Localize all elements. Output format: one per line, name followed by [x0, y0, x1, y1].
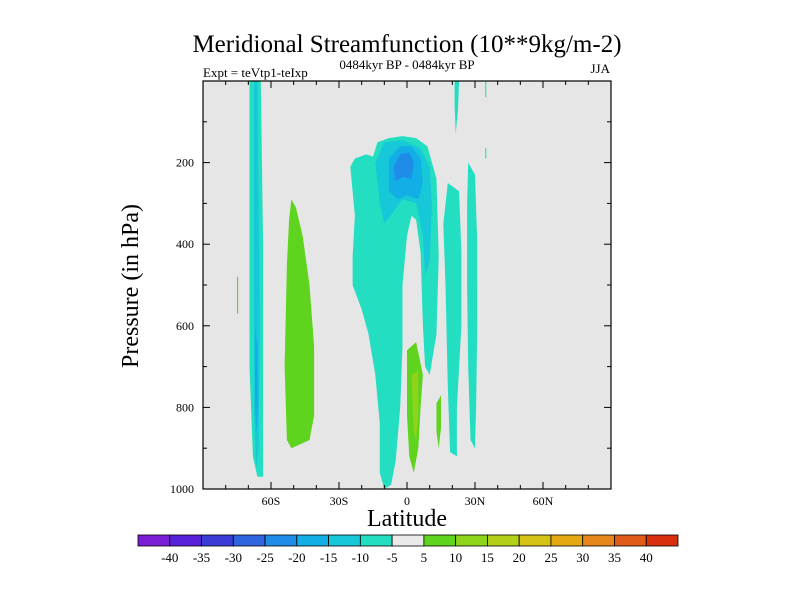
colorbar-swatch	[423, 534, 457, 547]
nh-streak-thin	[485, 81, 487, 98]
y-tick-label: 200	[176, 156, 194, 170]
colorbar-label: -25	[256, 550, 273, 565]
x-tick-label: 30S	[330, 494, 349, 508]
colorbar-label: -15	[320, 550, 337, 565]
colorbar-label: 25	[544, 550, 557, 565]
colorbar-swatch	[359, 534, 393, 547]
x-tick-label: 30N	[465, 494, 486, 508]
colorbar-swatch	[487, 534, 520, 547]
colorbar-label: -40	[161, 550, 178, 565]
colorbar-label: -30	[225, 550, 242, 565]
y-tick-label: 800	[176, 400, 194, 414]
chart-title: Meridional Streamfunction (10**9kg/m-2)	[192, 31, 621, 58]
colorbar-swatch	[645, 534, 679, 547]
colorbar-label: 5	[421, 550, 428, 565]
contour-regions	[237, 81, 487, 489]
tropical-positive-center	[411, 370, 419, 440]
y-axis-label: Pressure (in hPa)	[118, 204, 144, 368]
colorbar	[137, 534, 679, 547]
experiment-label: Expt = teVtp1-teIxp	[203, 65, 308, 80]
x-tick-label: 0	[404, 494, 410, 508]
colorbar-swatch	[232, 534, 266, 547]
plot-area: 60S 30S 0 30N 60N 200 400 600 800 1000 -40 -35 -30 -2…	[161, 80, 653, 565]
colorbar-label: -35	[193, 550, 210, 565]
colorbar-label: 20	[513, 550, 526, 565]
y-tick-label: 600	[176, 319, 194, 333]
nh-streak-thin-2	[485, 148, 487, 159]
colorbar-swatch	[614, 534, 647, 547]
sh-polar-deep-core	[255, 325, 258, 432]
nh-subtropical-negative	[443, 183, 462, 457]
colorbar-swatch	[391, 534, 425, 547]
x-tick-label: 60S	[262, 494, 281, 508]
colorbar-label: 15	[481, 550, 494, 565]
colorbar-swatch	[296, 534, 329, 547]
tropical-core-25	[393, 152, 414, 181]
colorbar-swatch	[550, 534, 584, 547]
sh-midlat-positive-cell	[284, 199, 315, 449]
nh-subtropical-positive	[436, 395, 441, 449]
colorbar-swatch	[582, 534, 615, 547]
sh-isolated-fragment	[237, 276, 239, 314]
colorbar-swatch	[169, 534, 202, 547]
y-tick-label: 400	[176, 237, 194, 251]
colorbar-label: 35	[608, 550, 621, 565]
colorbar-label: -10	[352, 550, 369, 565]
colorbar-swatch	[201, 534, 234, 547]
colorbar-label: -5	[387, 550, 398, 565]
colorbar-label: 30	[576, 550, 589, 565]
colorbar-label: 40	[640, 550, 653, 565]
colorbar-swatch	[455, 534, 488, 547]
colorbar-label: -20	[288, 550, 305, 565]
nh-streak-upper	[454, 81, 460, 134]
colorbar-label: 10	[449, 550, 462, 565]
season-label: JJA	[590, 61, 610, 76]
colorbar-swatch	[264, 534, 298, 547]
colorbar-swatch	[518, 534, 552, 547]
y-tick-label: 1000	[170, 482, 194, 496]
nh-midlat-negative	[467, 162, 478, 449]
colorbar-swatch	[328, 534, 361, 547]
colorbar-swatch	[137, 534, 171, 547]
chart-subtitle: 0484kyr BP - 0484kyr BP	[339, 57, 474, 72]
tropical-negative-region	[350, 136, 439, 489]
x-tick-label: 60N	[533, 494, 554, 508]
x-axis-label: Latitude	[367, 506, 447, 532]
